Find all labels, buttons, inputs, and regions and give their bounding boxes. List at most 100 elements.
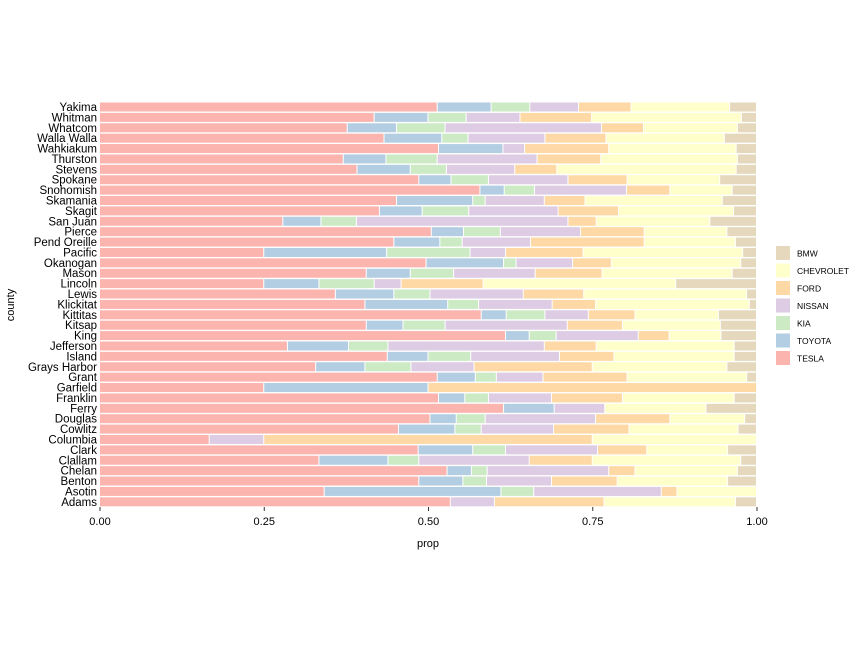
bar-pierce-bmw <box>727 227 756 237</box>
bar-clark-toyota <box>418 445 473 455</box>
y-tick-label: King <box>74 331 97 343</box>
legend-label: TOYOTA <box>797 336 831 346</box>
legend-key-ford <box>776 281 790 295</box>
bar-grays-harbor-tesla <box>100 362 316 372</box>
bar-pierce-chevrolet <box>644 227 727 237</box>
bar-adams-bmw <box>735 497 756 507</box>
bar-clallam-nissan <box>419 455 529 465</box>
bar-asotin-chevrolet <box>677 486 756 496</box>
bar-columbia-tesla <box>100 434 209 444</box>
bar-lewis-chevrolet <box>584 289 747 299</box>
bar-thurston-toyota <box>343 154 386 164</box>
legend-label: KIA <box>797 319 811 329</box>
bar-king-bmw <box>721 331 756 341</box>
y-tick-label: Island <box>66 351 97 363</box>
bar-clallam-bmw <box>741 455 756 465</box>
bar-king-tesla <box>100 331 506 341</box>
bar-mason-chevrolet <box>602 268 732 278</box>
x-tick-label: 1.00 <box>746 516 767 528</box>
bar-lewis-toyota <box>335 289 394 299</box>
bar-pacific-chevrolet <box>583 247 743 257</box>
bar-walla-walla-tesla <box>100 133 384 143</box>
bar-san-juan-chevrolet <box>596 216 710 226</box>
bar-san-juan-toyota <box>283 216 321 226</box>
bar-yakima-toyota <box>437 102 491 112</box>
bar-yakima-kia <box>491 102 530 112</box>
bar-lewis-kia <box>394 289 430 299</box>
x-tick-label: 0.25 <box>254 516 275 528</box>
bar-thurston-ford <box>537 154 601 164</box>
bar-grant-bmw <box>747 372 756 382</box>
bar-douglas-toyota <box>430 414 456 424</box>
y-tick-label: Klickitat <box>57 299 97 311</box>
bar-jefferson-toyota <box>287 341 349 351</box>
bar-pacific-toyota <box>264 247 387 257</box>
bar-lincoln-kia <box>319 279 374 289</box>
bar-okanogan-nissan <box>516 258 573 268</box>
bar-benton-chevrolet <box>617 476 728 486</box>
bar-pierce-nissan <box>500 227 580 237</box>
bar-kitsap-ford <box>567 320 622 330</box>
y-tick-label: Whatcom <box>48 123 97 135</box>
bar-pend-oreille-bmw <box>735 237 756 247</box>
bar-wahkiakum-bmw <box>736 144 756 154</box>
bar-walla-walla-nissan <box>468 133 545 143</box>
bar-san-juan-kia <box>321 216 356 226</box>
bar-snohomish-tesla <box>100 185 480 195</box>
y-tick-label: Ferry <box>70 403 97 415</box>
bar-san-juan-tesla <box>100 216 283 226</box>
bar-spokane-chevrolet <box>627 175 720 185</box>
bar-stevens-nissan <box>446 164 515 174</box>
bar-pacific-tesla <box>100 247 264 257</box>
bar-franklin-kia <box>465 393 488 403</box>
bar-island-ford <box>559 351 614 361</box>
bar-kitsap-bmw <box>720 320 756 330</box>
legend-label: BMW <box>797 249 818 259</box>
bar-douglas-nissan <box>485 414 596 424</box>
bar-grays-harbor-kia <box>365 362 411 372</box>
y-tick-label: Okanogan <box>44 258 97 270</box>
bar-cowlitz-ford <box>553 424 629 434</box>
bar-walla-walla-kia <box>442 133 468 143</box>
bar-asotin-tesla <box>100 486 324 496</box>
legend-key-tesla <box>776 351 790 365</box>
y-tick-label: Kitsap <box>65 320 97 332</box>
legend-key-bmw <box>776 246 790 260</box>
y-tick-label: Lincoln <box>61 279 97 291</box>
bar-klickitat-tesla <box>100 299 365 309</box>
bar-ferry-chevrolet <box>605 403 706 413</box>
bar-grant-toyota <box>437 372 475 382</box>
bar-island-chevrolet <box>614 351 734 361</box>
bar-walla-walla-chevrolet <box>606 133 724 143</box>
bar-clallam-tesla <box>100 455 319 465</box>
bar-skamania-toyota <box>396 196 473 206</box>
bar-columbia-chevrolet <box>592 434 756 444</box>
bar-jefferson-kia <box>349 341 388 351</box>
bar-klickitat-nissan <box>479 299 552 309</box>
bar-pend-oreille-toyota <box>394 237 440 247</box>
bar-franklin-toyota <box>439 393 465 403</box>
bar-cowlitz-bmw <box>738 424 756 434</box>
bar-ferry-tesla <box>100 403 504 413</box>
bar-san-juan-bmw <box>710 216 756 226</box>
bar-skagit-bmw <box>734 206 756 216</box>
y-tick-label: Douglas <box>55 414 97 426</box>
legend: BMW CHEVROLET FORD NISSAN KIA TOYOTA TESLA <box>776 246 849 365</box>
bar-chelan-bmw <box>737 466 756 476</box>
bar-benton-tesla <box>100 476 419 486</box>
bar-grant-chevrolet <box>627 372 747 382</box>
bar-whatcom-kia <box>396 123 445 133</box>
x-axis-title: prop <box>417 538 439 550</box>
bar-snohomish-ford <box>626 185 670 195</box>
bar-stevens-bmw <box>736 164 756 174</box>
bar-lewis-tesla <box>100 289 335 299</box>
bar-columbia-nissan <box>209 434 264 444</box>
bar-benton-kia <box>463 476 486 486</box>
bar-skamania-bmw <box>722 196 756 206</box>
bar-skagit-chevrolet <box>619 206 734 216</box>
bar-skagit-toyota <box>379 206 422 216</box>
y-tick-label: Kittitas <box>62 310 97 322</box>
bar-adams-tesla <box>100 497 450 507</box>
